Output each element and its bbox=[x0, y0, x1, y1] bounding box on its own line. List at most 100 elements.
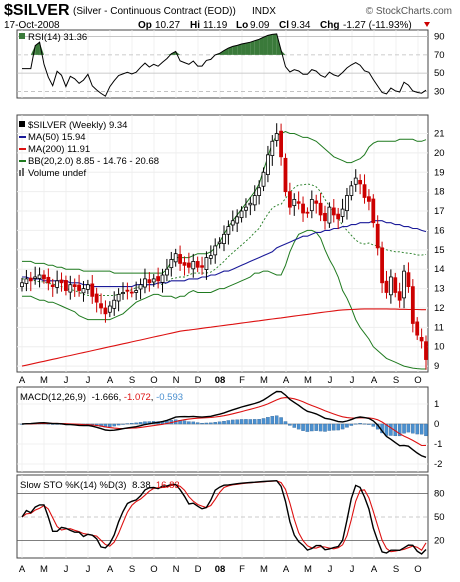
quote-line: Op 10.27 Hi 11.19 Lo 9.09 Cl 9.34 Chg -1… bbox=[138, 20, 430, 31]
price-tick-label: 11 bbox=[434, 322, 444, 333]
ma200-line bbox=[21, 308, 426, 367]
candle-body bbox=[296, 201, 301, 204]
macd-histogram-bar bbox=[187, 421, 191, 425]
candle-body bbox=[301, 203, 305, 214]
candle-body bbox=[406, 272, 411, 288]
ma200-label: MA(200) 11.91 bbox=[28, 144, 90, 155]
candle-body bbox=[90, 283, 95, 297]
candle-body bbox=[283, 157, 288, 193]
macd-histogram-bar bbox=[340, 423, 345, 430]
candle-body bbox=[323, 212, 327, 222]
rsi-tick-label: 30 bbox=[434, 86, 445, 97]
rsi-label: RSI(14) 31.36 bbox=[28, 32, 87, 43]
svg-text:MACD(12,26,9) -1.666,: MACD(12,26,9) -1.666, -1.072, -0.593 bbox=[20, 392, 183, 403]
x-tick-label: J bbox=[350, 375, 355, 386]
macd-sep2: , bbox=[151, 392, 156, 403]
price-panel bbox=[16, 114, 429, 373]
candle-body bbox=[103, 307, 108, 315]
macd-histogram-bar bbox=[411, 423, 415, 434]
x-tick-label: D bbox=[195, 564, 202, 575]
price-layer: 9 10 11 12 13 14 15 16 17 18 19 20 21 bbox=[17, 123, 445, 372]
candle-body bbox=[129, 291, 134, 294]
candle-body bbox=[340, 208, 345, 217]
macd-histogram-bar bbox=[336, 423, 340, 431]
macd-histogram-bar bbox=[397, 423, 402, 437]
x-tick-label: J bbox=[328, 375, 333, 386]
sto-tick-label: 20 bbox=[434, 535, 445, 546]
sto-sep: , bbox=[151, 480, 156, 491]
signal-value: -1.072 bbox=[124, 392, 151, 403]
candle-body bbox=[116, 293, 121, 302]
rsi-overbought-fill bbox=[241, 43, 246, 55]
candle-body bbox=[393, 277, 398, 293]
candle-body bbox=[50, 284, 55, 288]
candle-body bbox=[222, 233, 226, 245]
candle-body bbox=[345, 195, 349, 212]
price-tick-label: 15 bbox=[434, 245, 445, 256]
candle-body bbox=[151, 278, 156, 283]
macd-histogram-bar bbox=[108, 423, 112, 427]
bb-label: BB(20,2.0) 8.85 - 14.76 - 20.68 bbox=[28, 156, 159, 167]
macd-histogram-bar bbox=[222, 420, 226, 425]
macd-histogram-bar bbox=[134, 422, 138, 425]
exchange: INDX bbox=[252, 6, 276, 17]
candle-body bbox=[235, 216, 240, 224]
macd-tick-label: 1 bbox=[434, 399, 439, 410]
candle-body bbox=[138, 284, 143, 290]
macd-histogram-bar bbox=[257, 419, 261, 425]
macd-legend: MACD(12,26,9) -1.666, -1.072, -0.593 bbox=[20, 392, 183, 403]
x-tick-label: D bbox=[195, 375, 202, 386]
candle-body bbox=[156, 276, 161, 282]
x-tick-label: J bbox=[64, 375, 69, 386]
macd-histogram-bar bbox=[279, 417, 283, 425]
rsi-overbought-fill bbox=[259, 37, 264, 55]
candle-body bbox=[230, 220, 235, 226]
open-value: 10.27 bbox=[155, 20, 180, 31]
candle-body bbox=[195, 261, 200, 268]
x-tick-label: J bbox=[328, 564, 333, 575]
candle-body bbox=[331, 207, 336, 216]
macd-histogram-bar bbox=[217, 421, 222, 425]
candle-body bbox=[309, 199, 314, 212]
macd-histogram-bar bbox=[248, 419, 253, 425]
macd-layer: -2 -1 0 1 bbox=[17, 390, 442, 470]
x-tick-label: 08 bbox=[215, 564, 226, 575]
macd-histogram-bar bbox=[362, 423, 367, 425]
x-tick-label: O bbox=[414, 375, 421, 386]
macd-histogram-bar bbox=[261, 418, 266, 425]
candle-body bbox=[314, 200, 319, 204]
macd-histogram-bar bbox=[130, 423, 134, 425]
candle-body bbox=[292, 199, 297, 207]
macd-histogram-bar bbox=[204, 422, 209, 425]
price-tick-label: 13 bbox=[434, 284, 445, 295]
candle-body bbox=[42, 274, 46, 280]
macd-histogram-bar bbox=[195, 422, 200, 425]
macd-histogram-bar bbox=[349, 423, 354, 426]
rsi-overbought-fill bbox=[245, 42, 251, 55]
x-tick-label: A bbox=[371, 375, 378, 386]
candle-body bbox=[266, 154, 270, 176]
change-label: Chg bbox=[320, 20, 339, 31]
candle-body bbox=[384, 280, 389, 293]
candle-body bbox=[182, 262, 187, 266]
symbol: $SILVER bbox=[4, 2, 70, 19]
x-tick-label: O bbox=[414, 564, 421, 575]
candle-body bbox=[362, 184, 367, 198]
candle-body bbox=[99, 303, 103, 309]
candle-body bbox=[112, 299, 117, 309]
d-value: 16.83 bbox=[156, 480, 180, 491]
x-tick-label: J bbox=[86, 375, 91, 386]
x-tick-label: S bbox=[129, 375, 135, 386]
x-tick-label: N bbox=[173, 564, 180, 575]
price-tick-label: 9 bbox=[434, 361, 439, 372]
macd-histogram-bar bbox=[274, 415, 279, 425]
sto-label: Slow STO %K(14) %D(3) bbox=[20, 480, 126, 491]
x-tick-label: S bbox=[129, 564, 135, 575]
close-value: 9.34 bbox=[291, 20, 311, 31]
price-label: $SILVER (Weekly) 9.34 bbox=[28, 120, 127, 131]
x-tick-label: M bbox=[260, 564, 268, 575]
candle-body bbox=[261, 171, 266, 187]
candle-body bbox=[143, 278, 147, 288]
candle-body bbox=[160, 274, 165, 283]
low-label: Lo bbox=[236, 20, 248, 31]
